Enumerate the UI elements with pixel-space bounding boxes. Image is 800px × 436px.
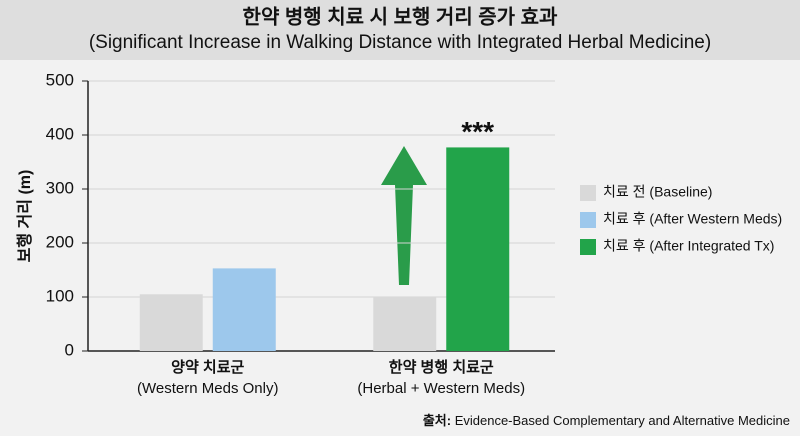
y-tick-label: 200 bbox=[46, 232, 74, 251]
legend-label: 치료 후 (After Western Meds) bbox=[603, 211, 782, 227]
y-tick-label: 400 bbox=[46, 124, 74, 143]
source-text: Evidence-Based Complementary and Alterna… bbox=[455, 413, 790, 428]
legend-swatch bbox=[580, 185, 596, 201]
chart-subtitle: (Significant Increase in Walking Distanc… bbox=[89, 32, 711, 53]
significance-annotation: *** bbox=[461, 116, 494, 147]
legend-swatch bbox=[580, 212, 596, 228]
legend-swatch bbox=[580, 239, 596, 255]
source-label: 출처: bbox=[423, 413, 451, 428]
y-tick-label: 300 bbox=[46, 178, 74, 197]
y-tick-label: 0 bbox=[65, 340, 74, 359]
title-band bbox=[0, 0, 800, 60]
y-axis-label: 보행 거리 (m) bbox=[16, 170, 34, 263]
x-tick-label: 한약 병행 치료군 bbox=[389, 358, 494, 376]
x-tick-label: 양약 치료군 bbox=[171, 358, 244, 376]
legend-label: 치료 전 (Baseline) bbox=[603, 184, 712, 200]
x-tick-sublabel: (Herbal + Western Meds) bbox=[357, 380, 525, 397]
bar bbox=[373, 297, 437, 351]
y-tick-label: 500 bbox=[46, 70, 74, 89]
legend-label: 치료 후 (After Integrated Tx) bbox=[603, 238, 774, 254]
increase-arrow bbox=[381, 146, 427, 285]
x-tick-sublabel: (Western Meds Only) bbox=[137, 380, 278, 397]
bar bbox=[139, 294, 203, 351]
bar bbox=[446, 147, 510, 351]
y-tick-label: 100 bbox=[46, 286, 74, 305]
bar bbox=[212, 268, 276, 351]
chart-title: 한약 병행 치료 시 보행 거리 증가 효과 bbox=[243, 5, 558, 28]
source: 출처: Evidence-Based Complementary and Alt… bbox=[423, 413, 790, 428]
